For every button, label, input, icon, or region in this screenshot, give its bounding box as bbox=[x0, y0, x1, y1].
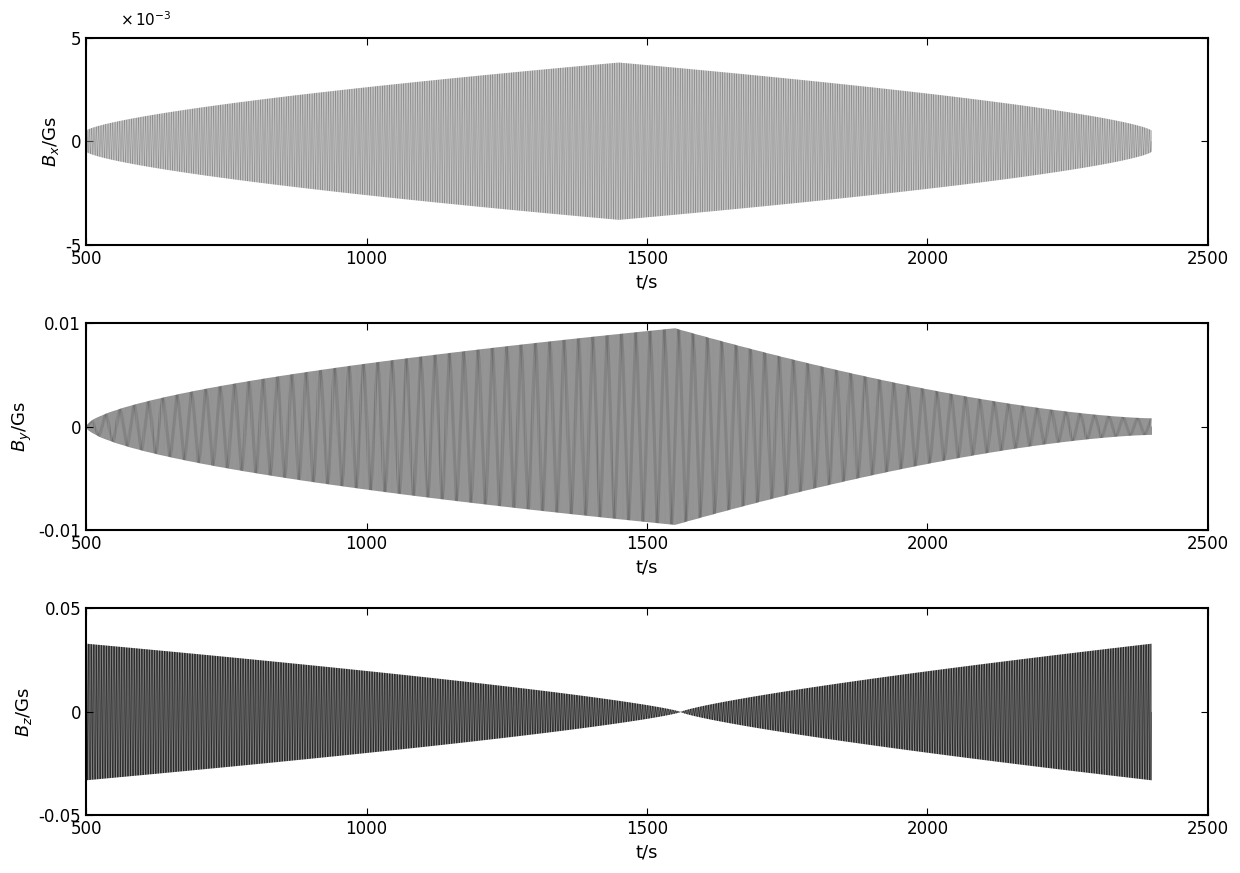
Y-axis label: $B_x$/Gs: $B_x$/Gs bbox=[41, 116, 61, 167]
X-axis label: t/s: t/s bbox=[636, 273, 658, 291]
Text: $\times\,10^{-3}$: $\times\,10^{-3}$ bbox=[120, 10, 171, 30]
X-axis label: t/s: t/s bbox=[636, 559, 658, 576]
Y-axis label: $B_z$/Gs: $B_z$/Gs bbox=[15, 687, 35, 737]
Y-axis label: $B_y$/Gs: $B_y$/Gs bbox=[11, 402, 35, 452]
X-axis label: t/s: t/s bbox=[636, 844, 658, 862]
